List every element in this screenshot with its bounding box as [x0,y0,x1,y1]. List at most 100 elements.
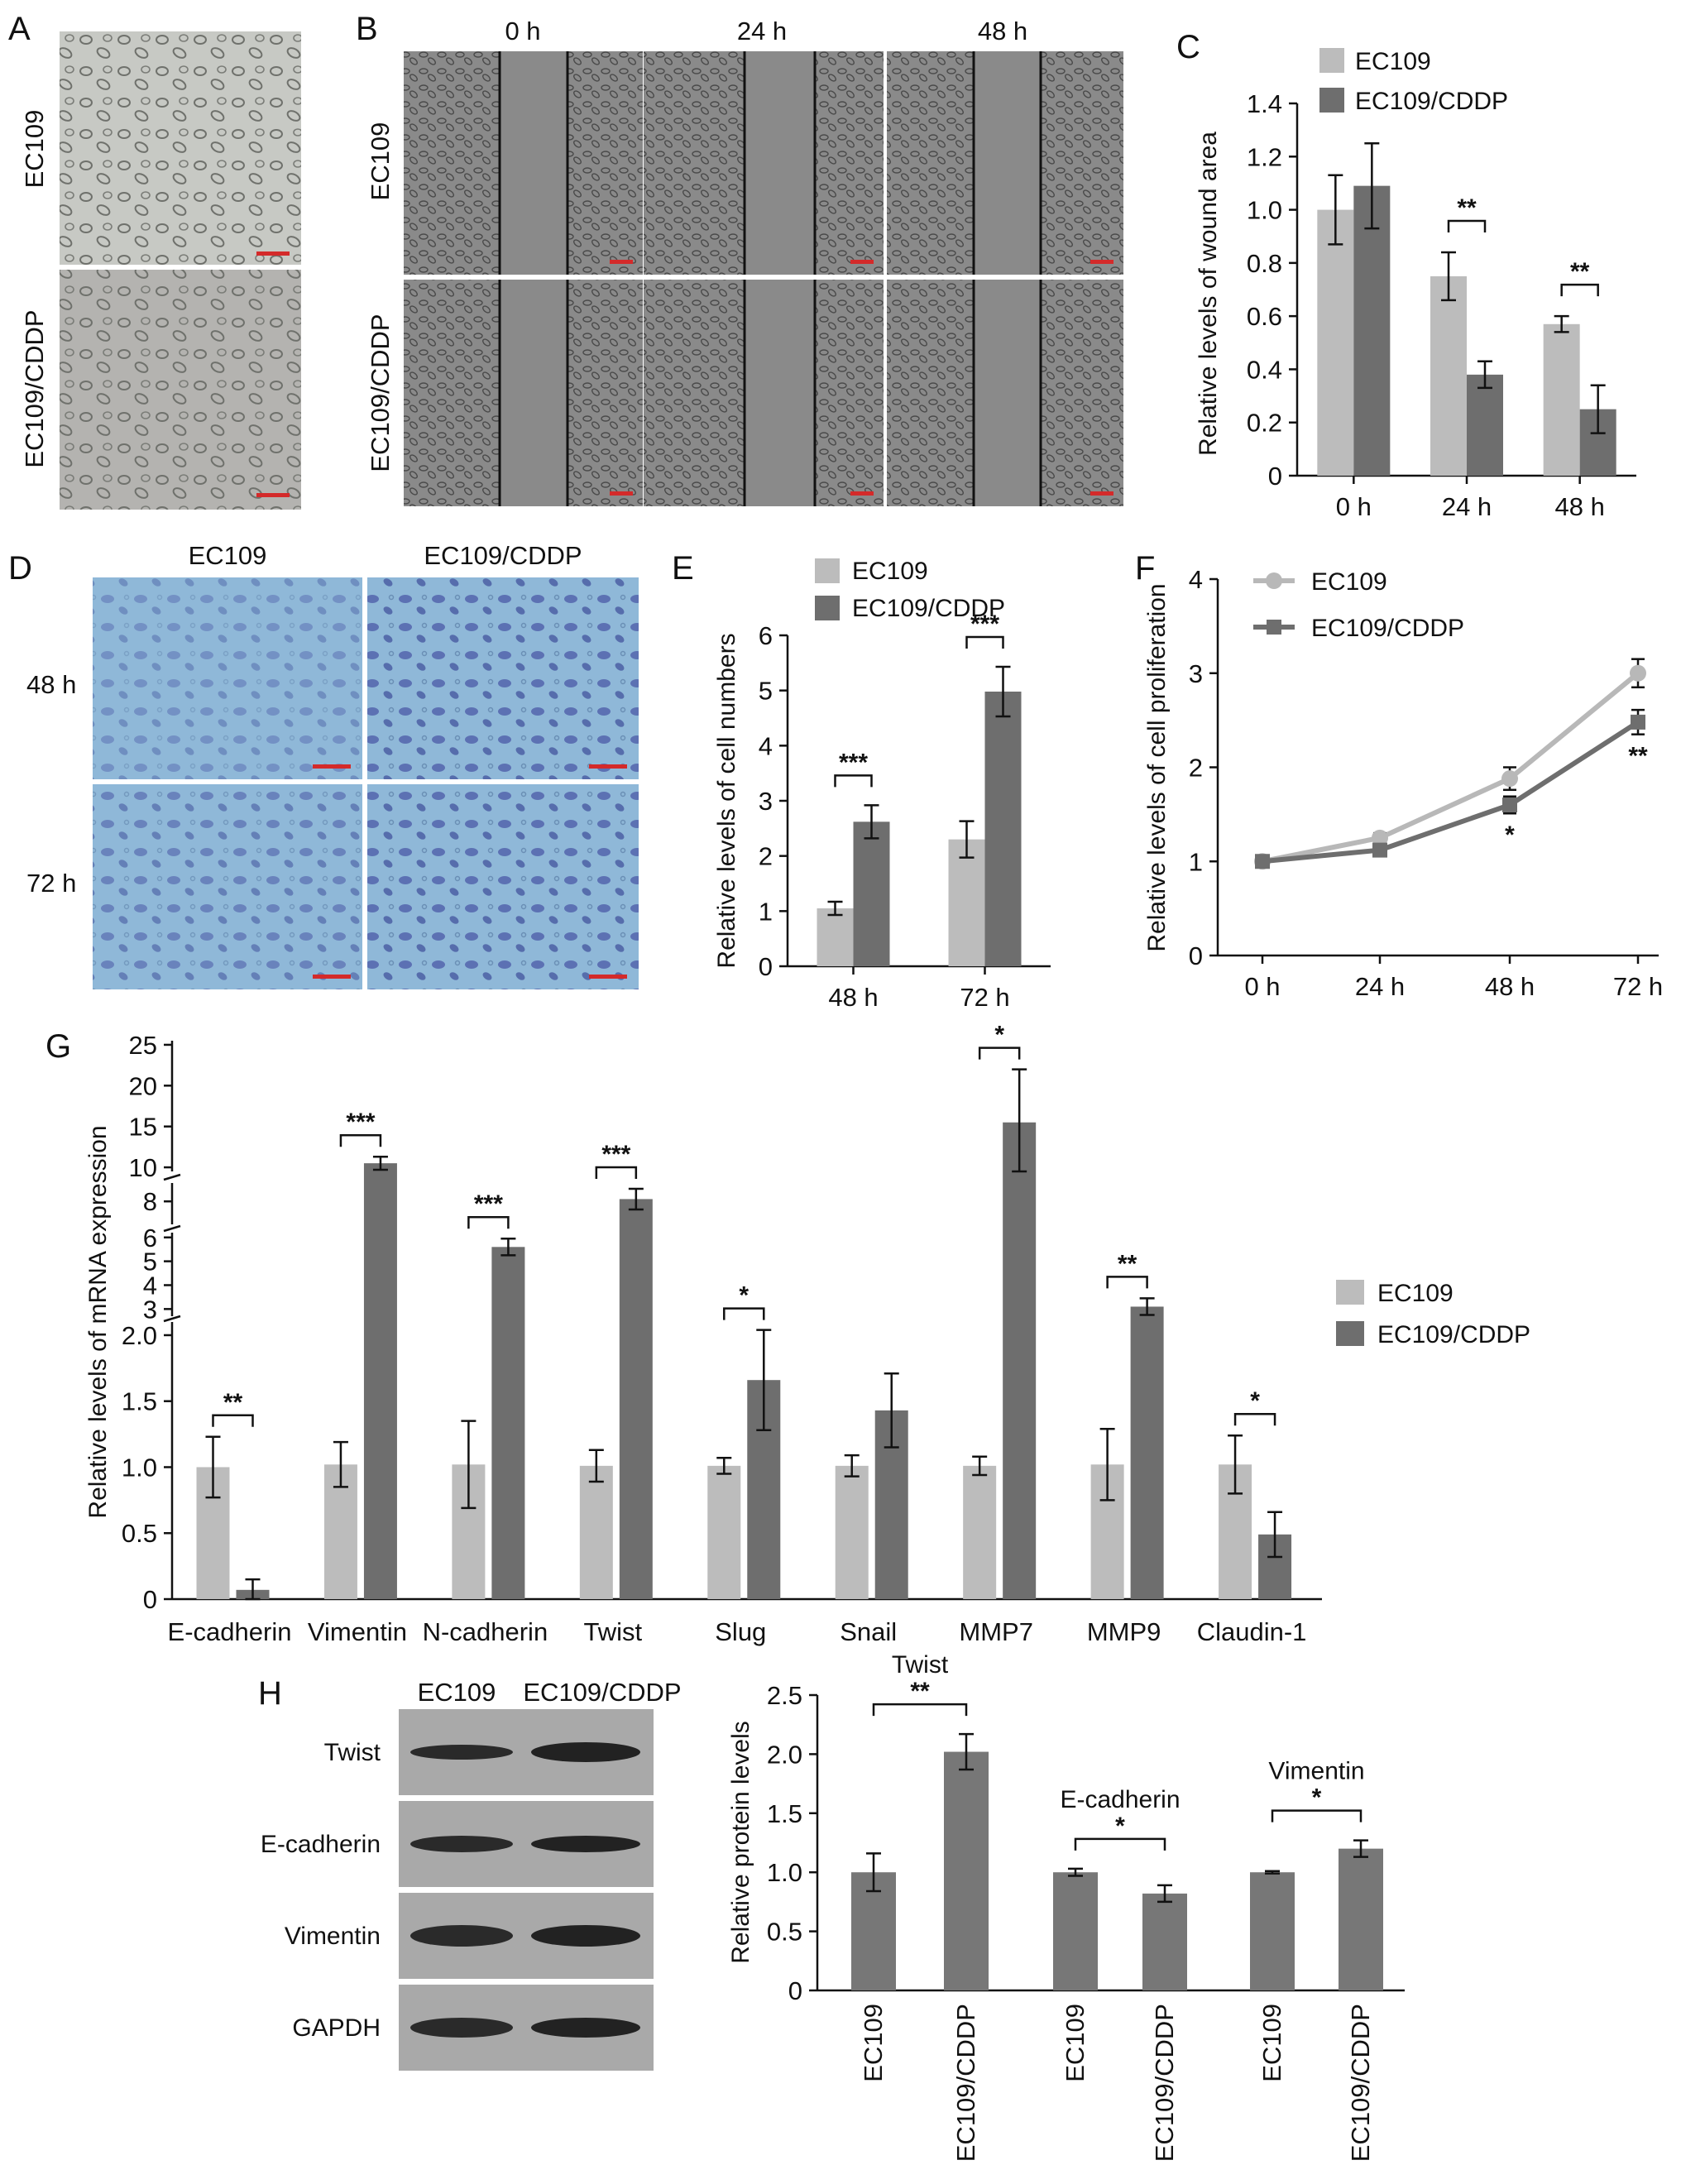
panel-d-row-48h: 48 h [26,670,76,699]
panel-c-x-tick-label: 0 h [1336,492,1372,521]
panel-h-x-tick-label: EC109 [1061,2004,1090,2082]
panel-f-point [1255,854,1270,869]
panel-d-cells-ec109-72h [93,784,362,989]
panel-e-significance-bracket [834,774,873,788]
panel-g-x-tick-label: Slug [715,1617,766,1646]
panel-g-bar [1003,1122,1037,1599]
panel-e-y-tick-label: 0 [759,952,773,981]
panel-a-label: A [8,11,31,47]
blot-band-cddp [531,1836,640,1852]
panel-d-col-cddp: EC109/CDDP [424,541,582,570]
panel-g-significance-mark: *** [346,1109,375,1136]
panel-f-legend-label: EC109 [1311,568,1387,596]
panel-g-significance-mark: ** [223,1389,243,1416]
panel-h-y-tick-label: 0.5 [767,1918,802,1947]
panel-b-cells-left [887,51,974,275]
panel-h-group-label: E-cadherin [1060,1786,1180,1813]
panel-g-bar [1130,1306,1164,1599]
panel-c-y-tick-label: 0.2 [1247,409,1282,438]
panel-h-y-tick-label: 2.0 [767,1740,802,1769]
panel-a-cells-ec109 [60,31,301,265]
panel-h-chart: 0 0.5 1.0 1.5 2.0 2.5 Relative protein levels E… [727,1651,1405,2162]
panel-g-bar [491,1247,525,1599]
panel-h-significance-mark: * [1115,1813,1125,1840]
panel-g-legend-swatch [1336,1321,1364,1346]
panel-g-x-tick-label: Twist [584,1617,643,1646]
panel-h-blot-col-cddp: EC109/CDDP [523,1678,681,1707]
panel-f-y-tick-label: 2 [1189,754,1203,783]
panel-h-y-tick-label: 2.5 [767,1681,802,1710]
panel-g-significance-bracket [595,1166,638,1179]
panel-g-x-tick-label: MMP9 [1087,1617,1161,1646]
panel-b-cells-right [1041,280,1123,506]
panel-h-x-tick-label: EC109/CDDP [1150,2004,1179,2162]
panel-c: C 0 0.2 0.4 0.6 0.8 1.0 1.2 1.4 Relative levels … [1176,29,1636,521]
panel-h-y-tick-label: 1.0 [767,1858,802,1887]
panel-e-y-tick-label: 2 [759,842,773,871]
panel-g-significance-mark: *** [601,1141,630,1168]
panel-g-bar [363,1163,397,1599]
panel-g-y-tick-label: 5 [143,1248,157,1276]
panel-c-y-tick-label: 1.4 [1247,89,1282,118]
panel-c-bar [1317,209,1354,477]
blot-band-cddp [531,1742,640,1762]
panel-f-y-tick-label: 4 [1189,565,1203,594]
panel-g-x-tick-label: MMP7 [959,1617,1033,1646]
panel-h-significance-bracket [1271,1809,1363,1822]
panel-a-scale-bar-1 [256,251,290,256]
panel-g-bar [579,1465,613,1599]
panel-e: E 0 1 2 3 4 5 6 Relative levels of cell numbers… [672,550,1051,1012]
panel-b-cells-left [404,280,500,506]
panel-g-x-tick-label: N-cadherin [423,1617,548,1646]
panel-e-x-tick-label: 48 h [828,983,878,1012]
panel-d-label: D [8,550,32,587]
panel-g-significance-mark: * [1250,1387,1260,1415]
panel-c-legend-label: EC109/CDDP [1355,88,1508,115]
panel-h-y-axis-title: Relative protein levels [727,1721,754,1963]
panel-g-significance-bracket [467,1215,510,1229]
panel-g-y-tick-label: 0 [143,1585,157,1614]
panel-e-bar [984,692,1022,966]
panel-g-label: G [45,1028,71,1065]
panel-e-y-tick-label: 6 [759,621,773,650]
panel-f-point [1631,714,1645,730]
panel-g-significance-bracket [339,1133,382,1147]
panel-g-legend-label: EC109 [1377,1280,1454,1307]
panel-c-x-tick-label: 48 h [1554,492,1604,521]
panel-h-x-tick-label: EC109 [859,2004,888,2082]
panel-h-group-label: Vimentin [1268,1758,1364,1785]
panel-e-y-axis-title: Relative levels of cell numbers [713,633,740,968]
panel-g-x-tick-label: Snail [840,1617,897,1646]
panel-b-scale-bar [850,491,874,496]
blot-band-ec109 [410,1836,513,1852]
panel-h-label: H [258,1675,282,1712]
panel-h-y-tick-label: 0 [788,1976,802,2005]
panel-f-significance-mark: ** [1628,743,1648,770]
panel-e-y-tick-label: 5 [759,677,773,706]
panel-a-scale-bar-2 [256,493,290,497]
panel-h-significance-mark: * [1312,1784,1322,1812]
panel-b-cells-right [815,51,884,275]
panel-g-y-tick-label: 20 [129,1071,157,1100]
panel-d-cells-ec109-48h [93,577,362,779]
panel-b-cells-left [887,280,974,506]
panel-b-scale-bar [610,260,633,264]
panel-h-group-label: Twist [892,1651,949,1679]
panel-c-y-tick-label: 0.6 [1247,302,1282,331]
panel-h-blot-col-ec109: EC109 [418,1678,496,1707]
panel-f-x-tick-label: 48 h [1485,972,1535,1001]
panel-g-y-tick-label: 0.5 [122,1519,157,1548]
panel-e-significance-bracket [965,635,1004,649]
panel-f-series-line [1262,720,1640,864]
panel-f-point [1372,842,1387,858]
panel-b-row-cddp: EC109/CDDP [366,314,395,472]
panel-g-significance-mark: * [739,1282,749,1310]
blot-band-ec109 [410,1925,513,1947]
panel-g-significance-mark: ** [1118,1250,1137,1277]
panel-c-bar [1430,275,1467,476]
panel-e-legend-label: EC109/CDDP [852,595,1005,622]
panel-g-x-tick-label: E-cadherin [168,1617,292,1646]
panel-b-label: B [356,11,378,47]
